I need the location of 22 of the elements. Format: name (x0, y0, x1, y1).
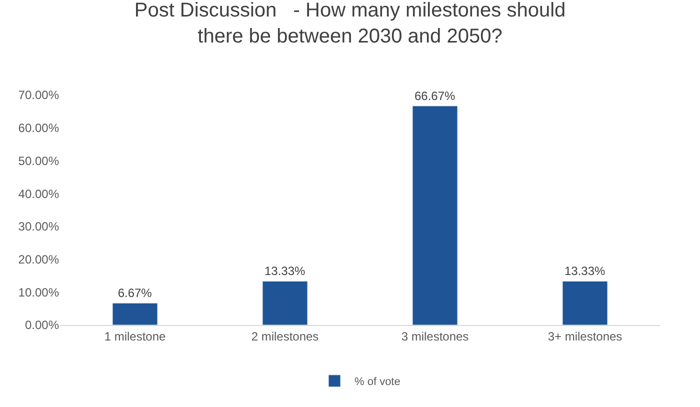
data-label: 66.67% (414, 88, 456, 103)
bar (412, 106, 458, 325)
x-tick-label: 2 milestones (251, 329, 319, 344)
x-tick-label: 3+ milestones (548, 329, 622, 344)
x-tick-label: 3 milestones (401, 329, 469, 344)
bar (562, 280, 608, 325)
data-label: 6.67% (118, 286, 152, 300)
y-tick-label: 30.00% (18, 220, 60, 234)
y-tick-label: 70.00% (18, 88, 60, 102)
y-tick-label: 10.00% (18, 285, 60, 300)
y-tick-label: 50.00% (18, 154, 60, 168)
x-tick-label: 1 milestone (104, 329, 166, 344)
chart-title: Post Discussion - How many milestones should there be between 2030 and 2050? (134, 0, 566, 48)
y-tick-label: 60.00% (18, 121, 60, 136)
y-tick-label: 40.00% (18, 186, 60, 201)
y-tick-label: 20.00% (18, 252, 60, 266)
bar (112, 302, 158, 325)
data-label: 13.33% (564, 264, 606, 278)
data-label: 13.33% (264, 264, 306, 278)
bar (262, 280, 308, 325)
y-tick-label: 0.00% (24, 318, 60, 332)
legend-label: % of vote (354, 376, 400, 388)
